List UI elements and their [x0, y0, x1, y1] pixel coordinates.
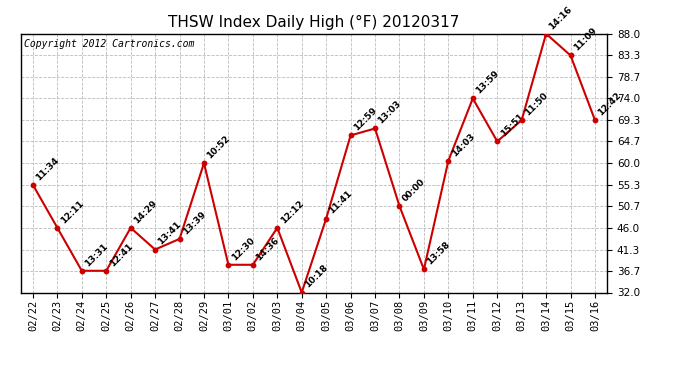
Point [247, 262, 258, 268]
Point [150, 246, 161, 252]
Text: 10:52: 10:52 [206, 134, 232, 160]
Point [370, 126, 381, 132]
Point [345, 132, 356, 138]
Point [199, 160, 210, 166]
Title: THSW Index Daily High (°F) 20120317: THSW Index Daily High (°F) 20120317 [168, 15, 460, 30]
Point [174, 236, 185, 242]
Text: 12:41: 12:41 [108, 241, 135, 268]
Text: 12:59: 12:59 [352, 106, 379, 133]
Text: 11:34: 11:34 [34, 155, 61, 182]
Text: 13:31: 13:31 [83, 242, 110, 268]
Text: 13:03: 13:03 [377, 99, 403, 126]
Text: 12:12: 12:12 [279, 198, 305, 225]
Text: 00:00: 00:00 [401, 177, 427, 203]
Text: 14:36: 14:36 [254, 235, 281, 262]
Point [394, 203, 405, 209]
Point [540, 31, 551, 37]
Text: 13:58: 13:58 [425, 240, 452, 267]
Point [492, 138, 503, 144]
Point [321, 216, 332, 222]
Text: 12:42: 12:42 [596, 91, 623, 117]
Text: 13:39: 13:39 [181, 209, 208, 236]
Text: 14:16: 14:16 [547, 4, 574, 31]
Point [418, 266, 429, 272]
Point [443, 158, 454, 164]
Text: 11:50: 11:50 [523, 91, 549, 117]
Point [516, 117, 527, 123]
Text: 13:59: 13:59 [474, 69, 501, 96]
Point [52, 225, 63, 231]
Text: 15:51: 15:51 [499, 112, 525, 139]
Point [296, 290, 307, 296]
Text: Copyright 2012 Cartronics.com: Copyright 2012 Cartronics.com [23, 39, 194, 49]
Point [223, 262, 234, 268]
Point [101, 268, 112, 274]
Text: 10:18: 10:18 [303, 263, 330, 290]
Point [125, 225, 136, 231]
Text: 14:29: 14:29 [132, 198, 159, 225]
Point [272, 225, 283, 231]
Text: 11:41: 11:41 [328, 189, 354, 216]
Text: 14:03: 14:03 [450, 131, 476, 158]
Point [565, 53, 576, 58]
Point [77, 268, 88, 274]
Text: 12:11: 12:11 [59, 198, 86, 225]
Text: 13:41: 13:41 [157, 220, 183, 247]
Text: 12:30: 12:30 [230, 236, 256, 262]
Point [467, 96, 478, 102]
Point [28, 182, 39, 188]
Point [589, 117, 600, 123]
Text: 11:09: 11:09 [572, 26, 598, 53]
